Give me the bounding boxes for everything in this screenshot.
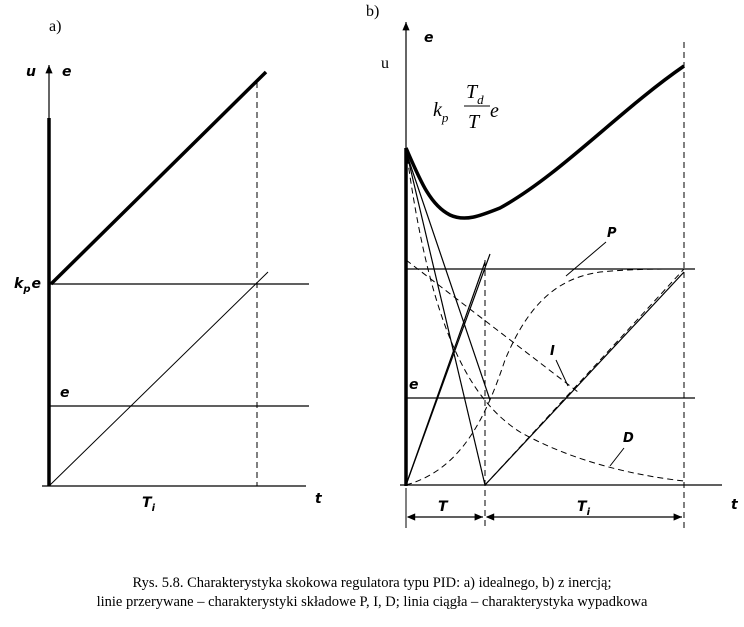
svg-text:e: e: [490, 100, 499, 122]
panel-a: a) u e t kpe e Ti: [14, 18, 323, 514]
caption-line-2: linie przerywane – charakterystyki skład…: [96, 594, 648, 610]
panel-b-interval-ti-label: Ti: [577, 499, 591, 518]
panel-b-p-tangent-2: [405, 261, 486, 486]
panel-b: b) e u kp Td T e t e: [366, 3, 739, 528]
svg-text:Td: Td: [466, 81, 484, 107]
panel-b-e-label: e: [409, 377, 419, 393]
panel-a-integral-ramp: [48, 271, 269, 487]
panel-a-resultant-ramp: [49, 70, 268, 286]
panel-b-i-dashed-ramp: [484, 268, 685, 486]
panel-a-y-label-u: u: [26, 64, 36, 80]
panel-b-resultant-tangent: [405, 151, 491, 401]
panel-b-y-label-e: e: [424, 30, 434, 46]
panel-b-d-curve: [405, 147, 685, 482]
panel-b-label: b): [366, 3, 379, 20]
panel-b-d-label: D: [623, 431, 634, 446]
panel-b-p-label: P: [607, 226, 617, 241]
panel-a-x-label: t: [315, 491, 323, 507]
panel-b-resultant-ramp: [484, 271, 685, 486]
panel-b-formula: kp Td T e: [433, 81, 499, 133]
caption-line-1: Rys. 5.8. Charakterystyka skokowa regula…: [132, 575, 612, 591]
panel-b-y-label-u: u: [381, 55, 389, 72]
panel-b-i-leader: [555, 359, 569, 387]
panel-b-i-label: I: [550, 344, 555, 359]
figure-caption: Rys. 5.8. Charakterystyka skokowa regula…: [0, 574, 744, 612]
svg-text:kp: kp: [433, 99, 449, 125]
panel-a-ti-label: Ti: [142, 495, 156, 514]
panel-b-d-tangent: [405, 149, 486, 486]
panel-a-label: a): [49, 18, 61, 35]
svg-text:T: T: [468, 111, 481, 133]
panel-a-kpe-label: kpe: [14, 276, 41, 295]
panel-b-p-curve: [405, 268, 685, 486]
panel-b-d-leader: [609, 447, 625, 467]
panel-b-x-label: t: [731, 497, 739, 513]
panel-a-e-label: e: [60, 385, 70, 401]
panel-b-p-leader: [565, 241, 607, 277]
panel-b-i-solid-ramp: [405, 259, 579, 393]
panel-b-resultant-curve: [404, 64, 685, 220]
panel-b-interval-t-label: T: [438, 499, 449, 515]
panel-a-y-label-e: e: [62, 64, 72, 80]
